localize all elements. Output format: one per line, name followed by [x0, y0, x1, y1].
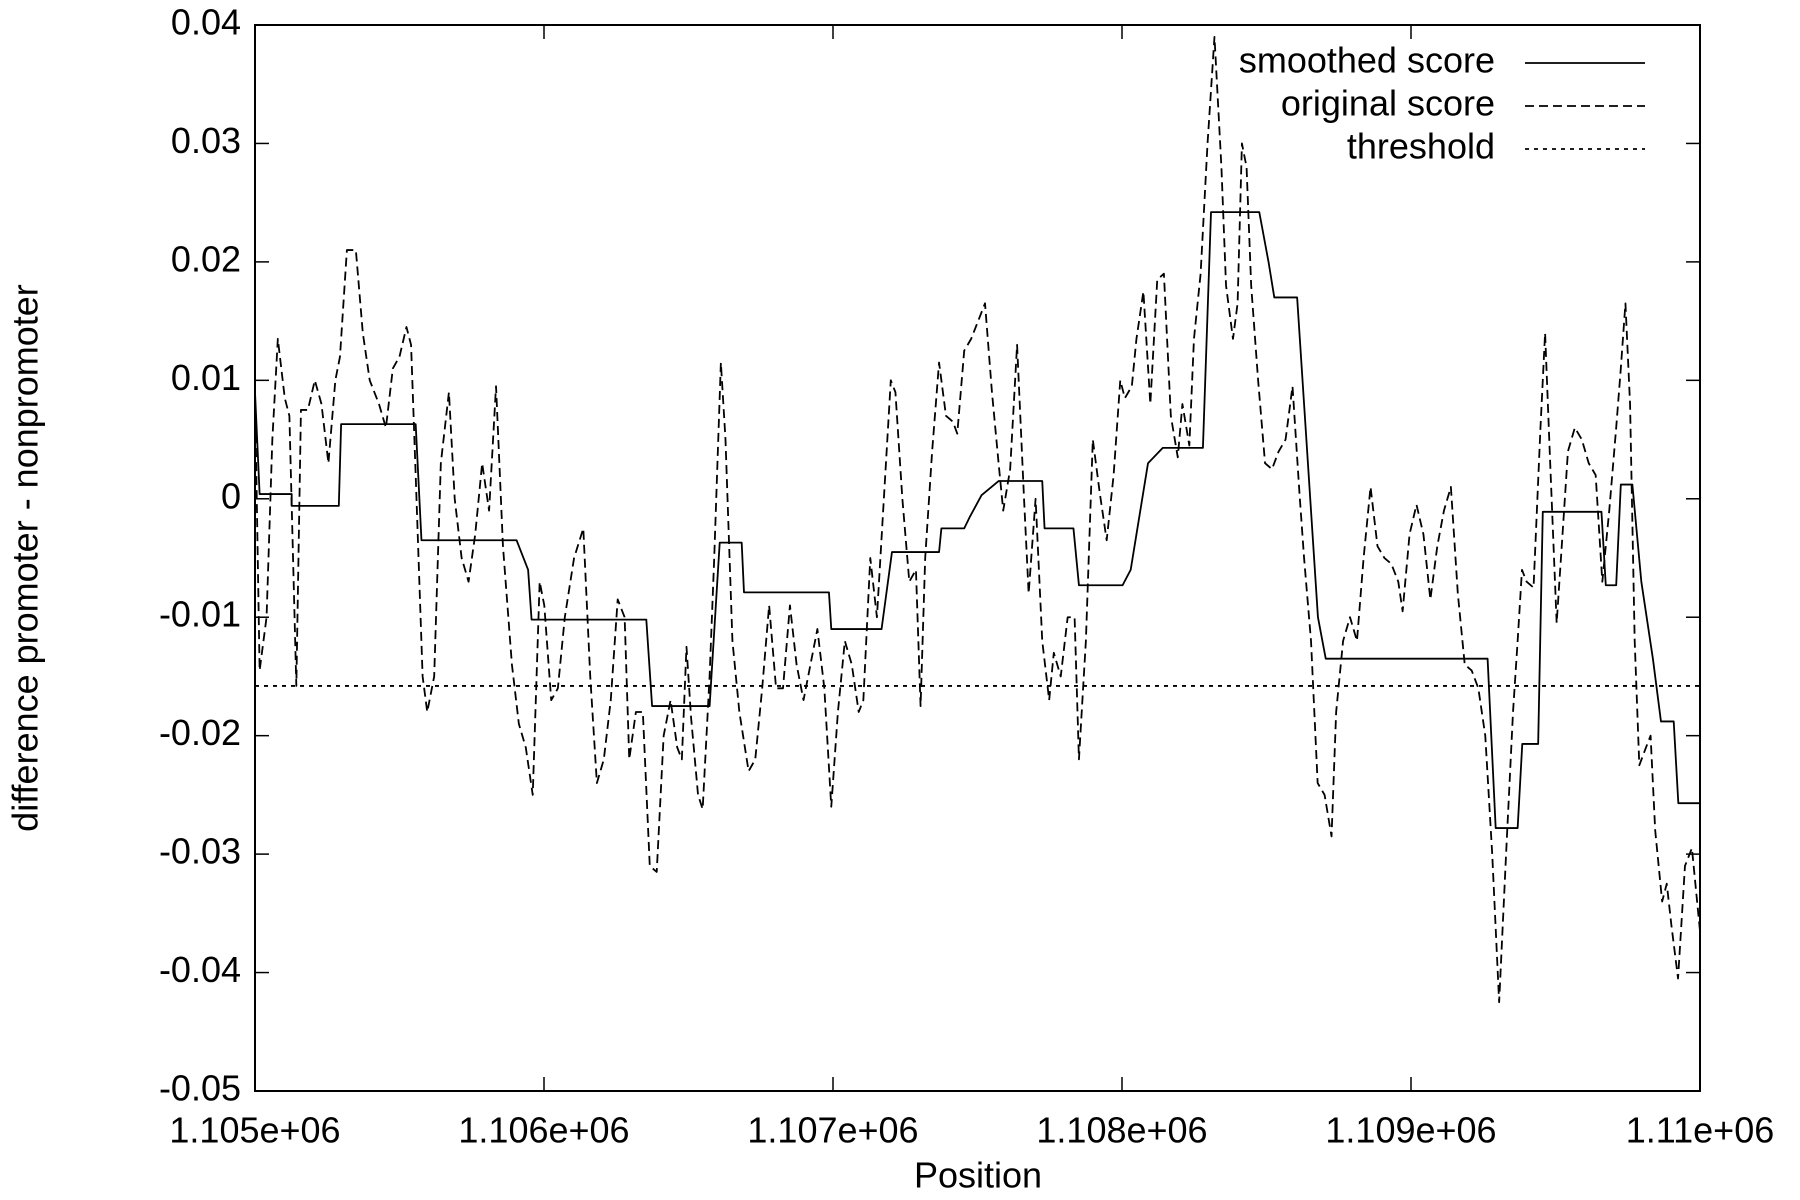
- plot-frame: [254, 24, 1701, 1092]
- y-tick-label: -0.03: [159, 831, 241, 872]
- x-axis-label: Position: [914, 1155, 1042, 1196]
- legend-label: threshold: [1347, 126, 1495, 167]
- y-axis-label: difference promoter - nonpromoter: [5, 284, 46, 832]
- y-tick-label: 0.04: [171, 2, 241, 43]
- x-tick-label: 1.107e+06: [747, 1110, 918, 1151]
- x-tick-label: 1.105e+06: [169, 1110, 340, 1151]
- y-tick-label: 0.02: [171, 238, 241, 279]
- y-tick-label: -0.01: [159, 594, 241, 635]
- legend-label: smoothed score: [1239, 40, 1495, 81]
- legend-label: original score: [1281, 83, 1495, 124]
- series-line: [254, 35, 1701, 1004]
- y-tick-label: -0.04: [159, 949, 241, 990]
- y-tick-label: -0.02: [159, 712, 241, 753]
- y-tick-label: 0.01: [171, 357, 241, 398]
- y-tick-label: 0.03: [171, 120, 241, 161]
- y-tick-label: 0: [221, 475, 241, 516]
- x-tick-label: 1.106e+06: [458, 1110, 629, 1151]
- x-tick-label: 1.108e+06: [1036, 1110, 1207, 1151]
- y-tick-label: -0.05: [159, 1068, 241, 1109]
- series-line: [254, 211, 1700, 829]
- x-tick-label: 1.109e+06: [1325, 1110, 1496, 1151]
- x-tick-label: 1.11e+06: [1626, 1110, 1774, 1151]
